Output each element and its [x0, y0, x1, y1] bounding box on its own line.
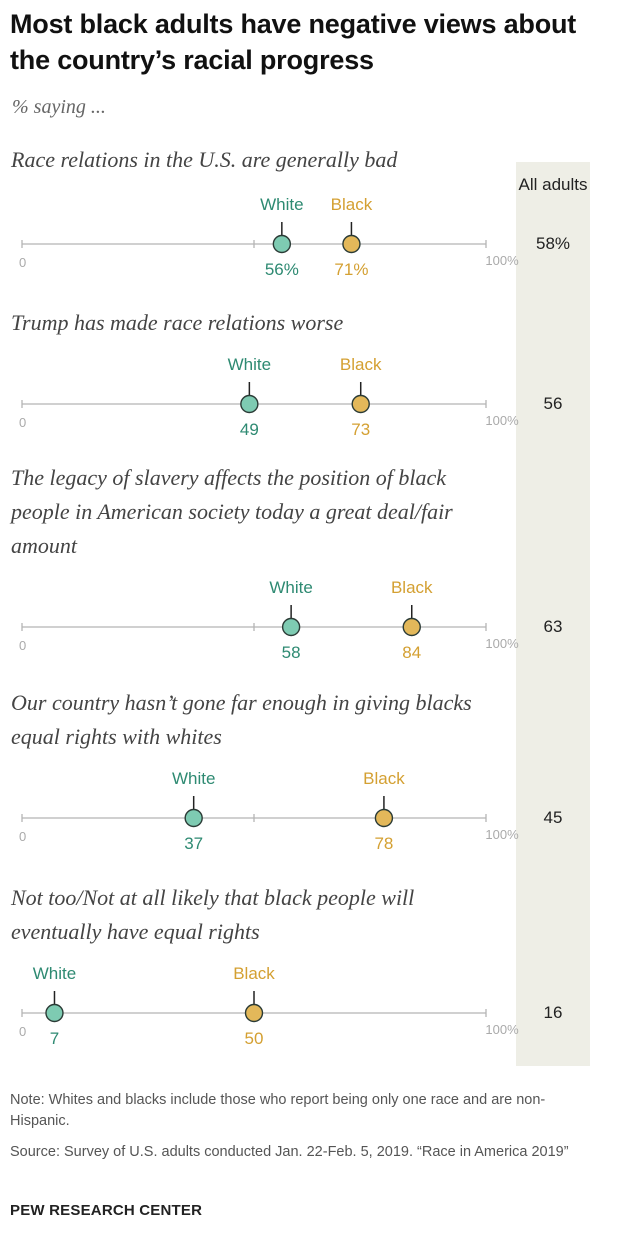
row-0-axis-max-label: 100% — [485, 253, 519, 268]
row-0-black-series-label: Black — [331, 195, 373, 214]
row-3-black-series-label: Black — [363, 769, 405, 788]
row-2-axis-min-label: 0 — [19, 638, 26, 653]
row-2-black-value-label: 84 — [402, 643, 421, 662]
chart-title: Most black adults have negative views ab… — [10, 9, 577, 75]
row-4-axis-min-label: 0 — [19, 1024, 26, 1039]
row-4-white-value-label: 7 — [50, 1029, 59, 1048]
row-1-white-series-label: White — [228, 355, 271, 374]
row-2-white-value-label: 58 — [282, 643, 301, 662]
row-2-black-dot — [402, 617, 421, 637]
row-4-black-value-label: 50 — [245, 1029, 264, 1048]
row-2-axis-max-label: 100% — [485, 636, 519, 651]
row-label-legacy-slavery: The legacy of slavery affects the positi… — [11, 465, 453, 558]
row-1-axis-max-label: 100% — [485, 413, 519, 428]
row-0-white-series-label: White — [260, 195, 303, 214]
row-4-axis-max-label: 100% — [485, 1022, 519, 1037]
row-3-white-series-label: White — [172, 769, 215, 788]
row-1-black-value-label: 73 — [351, 420, 370, 439]
row-4-black-dot — [244, 1003, 264, 1023]
all-adults-value-race-relations: 58% — [535, 234, 571, 253]
row-label-trump: Trump has made race relations worse — [11, 310, 344, 335]
all-adults-value-equal-rights: 45 — [543, 808, 563, 827]
all-adults-value-legacy-slavery: 63 — [543, 617, 563, 636]
row-1-black-series-label: Black — [340, 355, 382, 374]
row-3-black-value-label: 78 — [374, 834, 393, 853]
row-3-axis-max-label: 100% — [485, 827, 519, 842]
chart-source: Source: Survey of U.S. adults conducted … — [10, 1144, 569, 1160]
row-0-black-dot — [342, 234, 361, 254]
row-0-white-value-label: 56% — [265, 260, 299, 279]
all-adults-value-eventually-equal: 16 — [543, 1003, 563, 1022]
row-3-black-dot — [374, 808, 394, 828]
row-1-white-value-label: 49 — [240, 420, 259, 439]
brand-logo-text: PEW RESEARCH CENTER — [10, 1202, 203, 1219]
row-0-white-dot — [272, 234, 292, 254]
row-label-eventually-equal: Not too/Not at all likely that black peo… — [11, 885, 415, 944]
row-4-black-series-label: Black — [233, 964, 275, 983]
row-3-white-value-label: 37 — [184, 834, 203, 853]
row-4-white-dot — [45, 1003, 64, 1023]
chart-note: Note: Whites and blacks include those wh… — [10, 1092, 546, 1129]
row-2-black-series-label: Black — [391, 578, 433, 597]
chart-subtitle: % saying ... — [12, 96, 106, 118]
row-label-race-relations: Race relations in the U.S. are generally… — [11, 147, 398, 172]
row-2-white-series-label: White — [269, 578, 312, 597]
row-1-black-dot — [351, 394, 370, 414]
all-adults-value-trump: 56 — [543, 394, 563, 413]
row-4-white-series-label: White — [33, 964, 76, 983]
row-0-black-value-label: 71% — [334, 260, 368, 279]
row-2-white-dot — [281, 617, 301, 637]
row-3-axis-min-label: 0 — [19, 829, 26, 844]
all-adults-column-header: All adults — [518, 175, 588, 194]
row-0-axis-min-label: 0 — [19, 255, 26, 270]
row-1-white-dot — [240, 394, 259, 414]
all-adults-column-band — [516, 162, 590, 1066]
row-1-axis-min-label: 0 — [19, 415, 26, 430]
row-label-equal-rights: Our country hasn’t gone far enough in gi… — [11, 690, 472, 749]
row-3-white-dot — [184, 808, 203, 828]
